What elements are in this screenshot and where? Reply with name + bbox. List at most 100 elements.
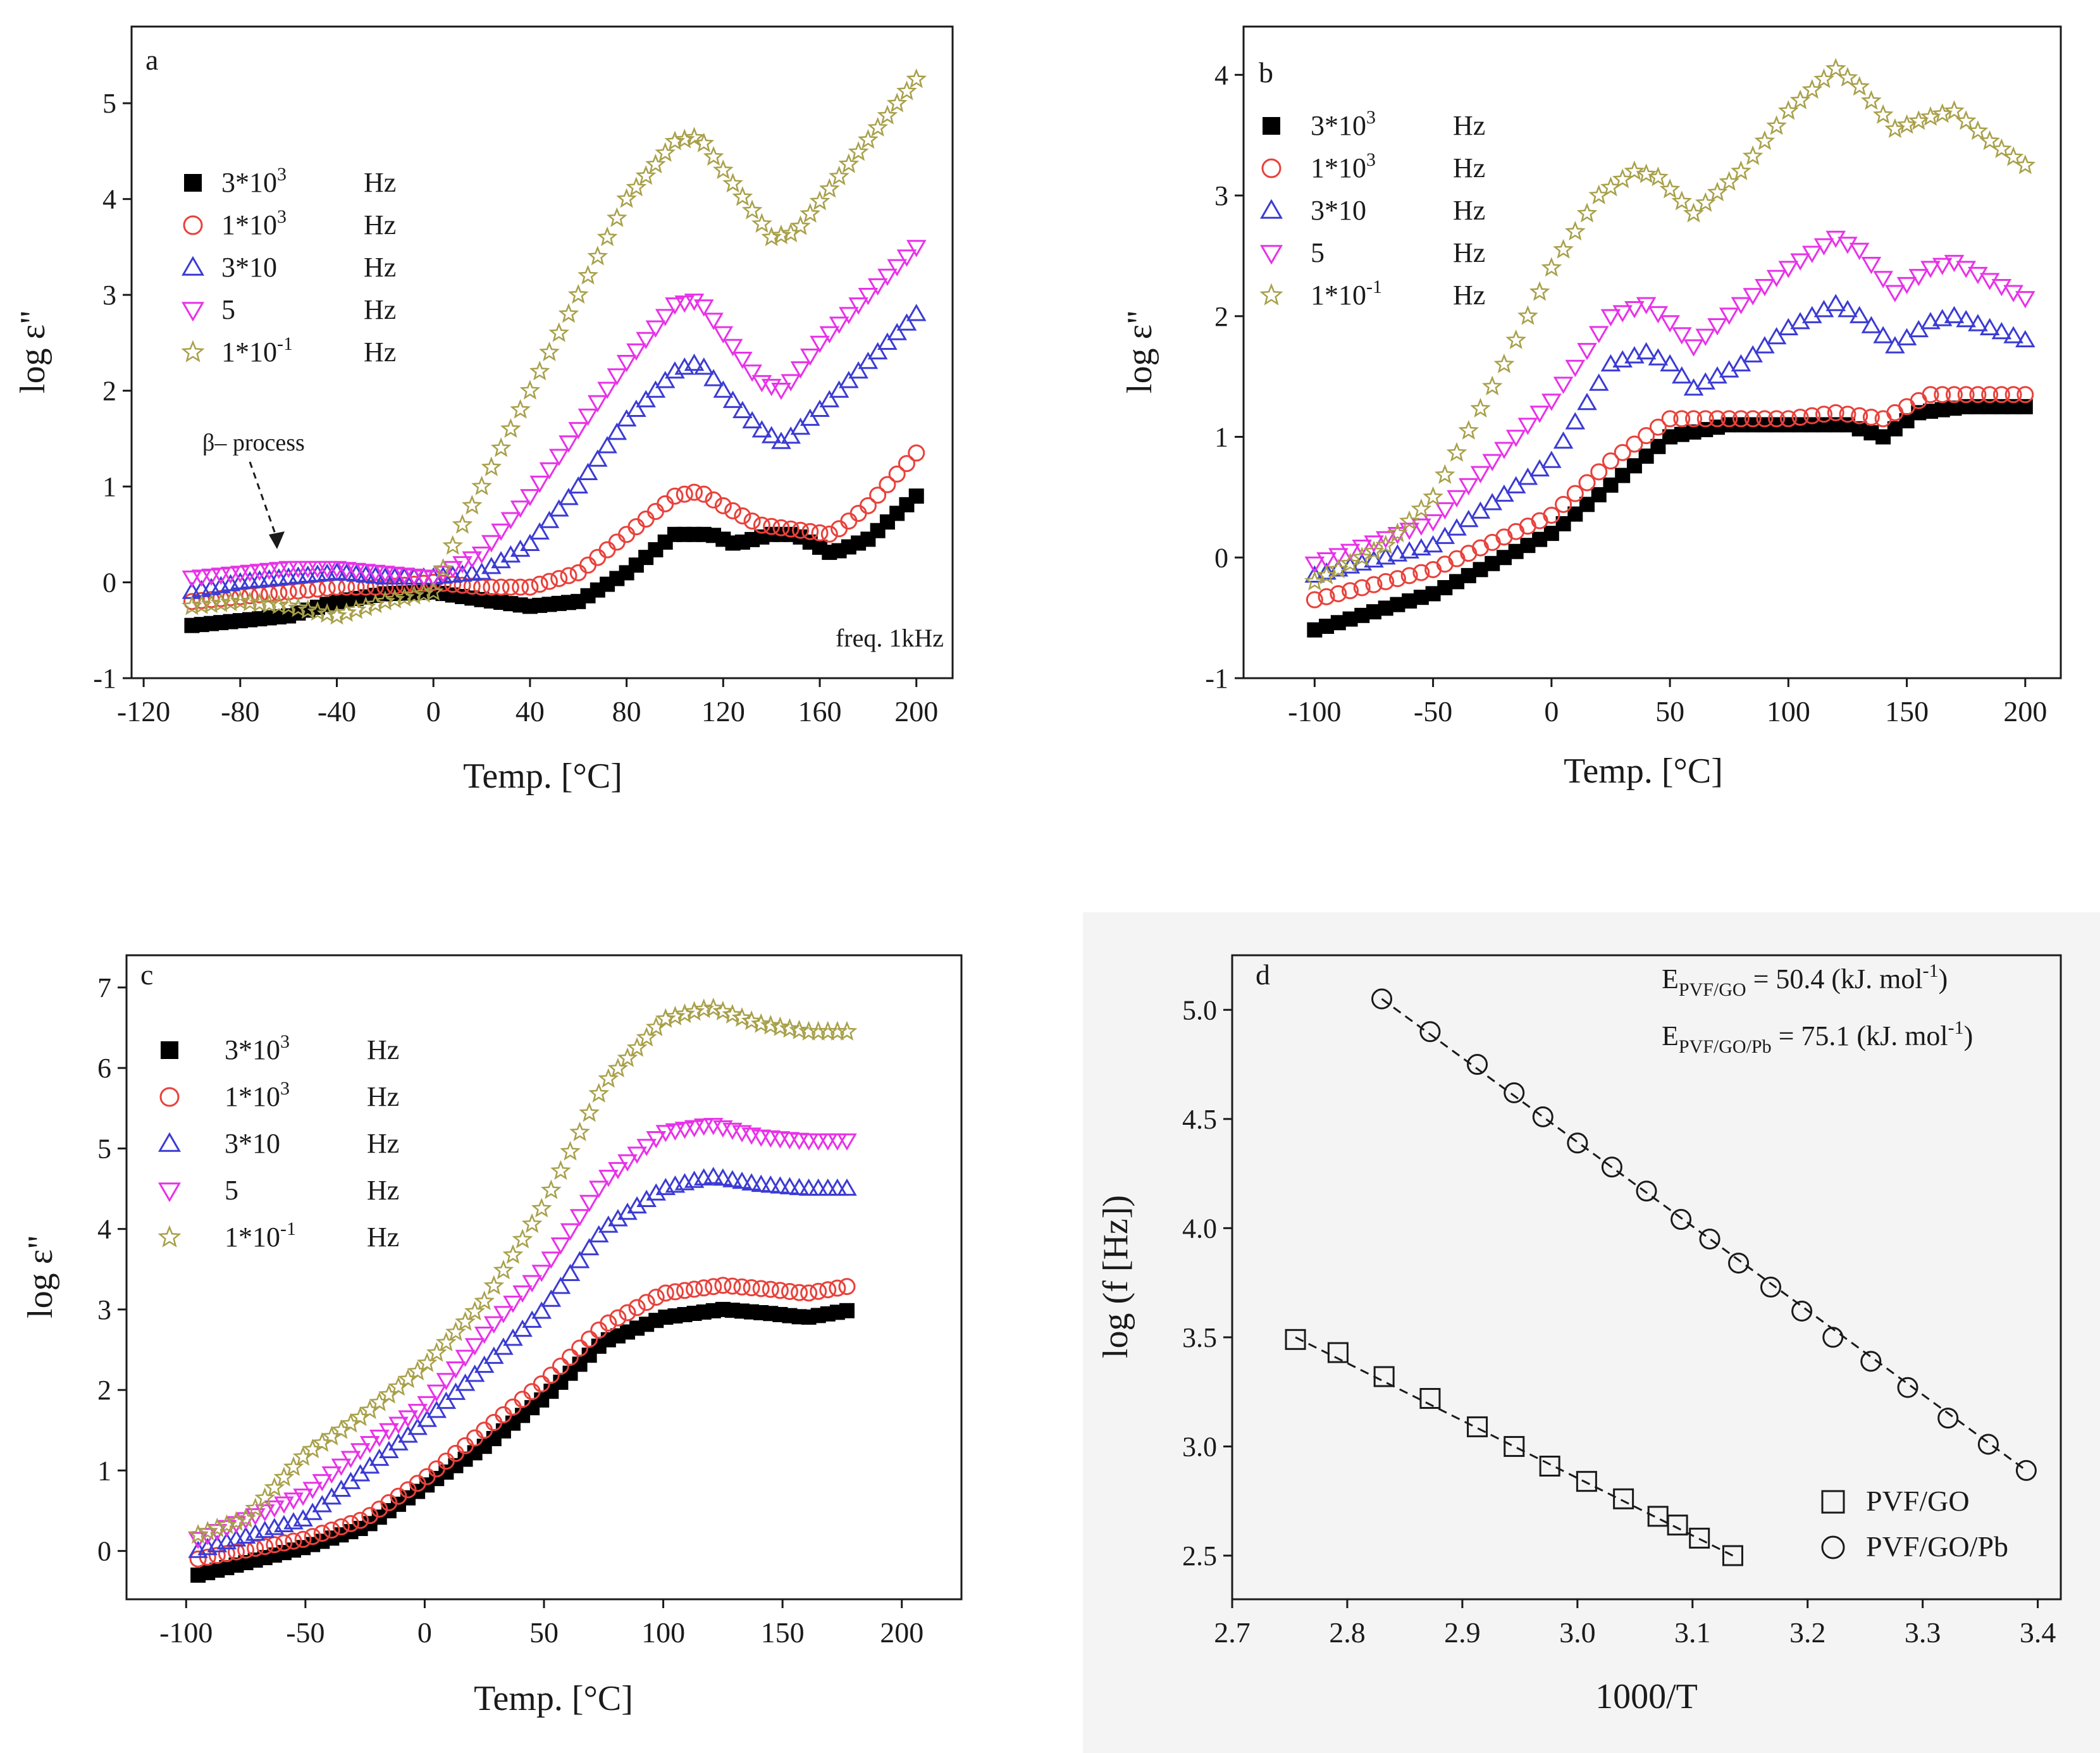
y-tick-label: 5.0 bbox=[1182, 994, 1217, 1025]
data-point bbox=[426, 1401, 447, 1418]
series-0 bbox=[184, 488, 924, 633]
data-point bbox=[568, 476, 589, 494]
data-point bbox=[763, 517, 781, 535]
data-point bbox=[1328, 548, 1349, 566]
data-point bbox=[779, 1018, 800, 1038]
data-point bbox=[896, 80, 917, 101]
data-point bbox=[462, 551, 483, 569]
data-point bbox=[1896, 114, 1917, 134]
data-point bbox=[1399, 510, 1420, 530]
data-point bbox=[1553, 431, 1574, 449]
data-point bbox=[519, 380, 541, 400]
y-tick-label: 1 bbox=[97, 1455, 111, 1486]
y-axis-label: log ε" bbox=[21, 1235, 60, 1318]
data-point bbox=[388, 1376, 409, 1396]
y-tick-label: 1 bbox=[102, 471, 116, 502]
data-point bbox=[1932, 309, 1953, 326]
legend-label: 1*103 Hz bbox=[225, 1078, 399, 1112]
data-point bbox=[1541, 393, 1562, 411]
data-point bbox=[520, 489, 540, 507]
data-point bbox=[867, 116, 889, 137]
x-tick-label: 3.1 bbox=[1674, 1616, 1711, 1649]
data-point bbox=[579, 1102, 600, 1122]
data-point bbox=[676, 1282, 694, 1299]
data-point bbox=[858, 351, 879, 369]
data-point bbox=[1803, 407, 1821, 424]
data-point bbox=[1638, 427, 1655, 445]
y-tick-label: 6 bbox=[97, 1053, 111, 1084]
data-point bbox=[1744, 410, 1762, 428]
legend-label: 1*10-1 Hz bbox=[225, 1218, 399, 1253]
data-point bbox=[1602, 452, 1619, 470]
data-point bbox=[1327, 1342, 1349, 1363]
data-point bbox=[533, 1375, 550, 1392]
data-point bbox=[417, 1396, 438, 1414]
data-point bbox=[1555, 495, 1572, 513]
data-point bbox=[326, 605, 347, 625]
panel-d: 2.7 2.8 2.9 3.0 3.1 3.2 3.3 3.4 2.5 3.0 3.5 4.0 4.5 5… bbox=[1096, 954, 2062, 1716]
data-point bbox=[1649, 418, 1667, 436]
data-point bbox=[1660, 354, 1680, 372]
data-point bbox=[1318, 588, 1335, 605]
data-point bbox=[1458, 509, 1479, 528]
data-point bbox=[587, 245, 608, 266]
data-point bbox=[800, 408, 820, 426]
data-point bbox=[464, 1338, 485, 1356]
data-point bbox=[474, 1355, 495, 1373]
data-point bbox=[302, 1482, 323, 1499]
data-point bbox=[379, 1423, 399, 1440]
data-point bbox=[1742, 145, 1763, 165]
data-point bbox=[394, 586, 415, 607]
data-point bbox=[751, 420, 772, 438]
data-point bbox=[703, 146, 724, 166]
data-point bbox=[712, 1000, 734, 1020]
data-point bbox=[1304, 571, 1325, 591]
panel-letter: d bbox=[1256, 958, 1270, 991]
data-point bbox=[1601, 1156, 1622, 1178]
data-point bbox=[1577, 392, 1597, 411]
panel-a: -120 -80 -40 0 40 80 120 160 200 -1 0 1 2 3 4 5 Temp. [°… bbox=[13, 25, 954, 796]
data-point bbox=[522, 1310, 542, 1328]
data-point bbox=[388, 1416, 409, 1434]
data-point bbox=[1695, 372, 1716, 390]
data-point bbox=[471, 546, 492, 564]
data-point bbox=[454, 576, 471, 594]
legend-label: 3*103 Hz bbox=[225, 1031, 399, 1065]
data-point bbox=[655, 1125, 676, 1143]
data-point bbox=[606, 207, 627, 227]
data-point bbox=[608, 1161, 628, 1180]
data-point bbox=[340, 1413, 361, 1433]
data-point bbox=[817, 1178, 838, 1196]
data-point bbox=[311, 1432, 333, 1453]
data-point bbox=[355, 565, 376, 583]
data-point bbox=[531, 1265, 552, 1282]
data-point bbox=[1636, 1180, 1657, 1202]
data-point bbox=[359, 1399, 381, 1420]
data-point bbox=[423, 570, 444, 588]
y-tick-label: 2.5 bbox=[1182, 1540, 1217, 1571]
data-point bbox=[476, 1422, 493, 1439]
data-point bbox=[635, 165, 657, 185]
data-point bbox=[455, 1349, 476, 1367]
data-point bbox=[1696, 410, 1714, 428]
data-point bbox=[1791, 1300, 1813, 1322]
data-point bbox=[1636, 163, 1657, 183]
data-point bbox=[1766, 326, 1787, 345]
data-point bbox=[829, 316, 849, 334]
data-point bbox=[722, 173, 743, 193]
data-point bbox=[1755, 336, 1775, 354]
data-point bbox=[1731, 297, 1751, 314]
data-point bbox=[597, 381, 617, 399]
data-point bbox=[588, 1180, 609, 1198]
data-point bbox=[655, 142, 676, 162]
data-point bbox=[617, 1154, 638, 1172]
data-point bbox=[817, 1133, 838, 1151]
data-point bbox=[500, 418, 521, 438]
data-point bbox=[790, 361, 811, 379]
data-point bbox=[1861, 90, 1882, 110]
y-tick-label: -1 bbox=[1205, 663, 1228, 694]
data-point bbox=[369, 1391, 390, 1411]
data-point bbox=[809, 190, 831, 211]
data-point bbox=[514, 1391, 531, 1408]
data-point bbox=[569, 564, 587, 581]
